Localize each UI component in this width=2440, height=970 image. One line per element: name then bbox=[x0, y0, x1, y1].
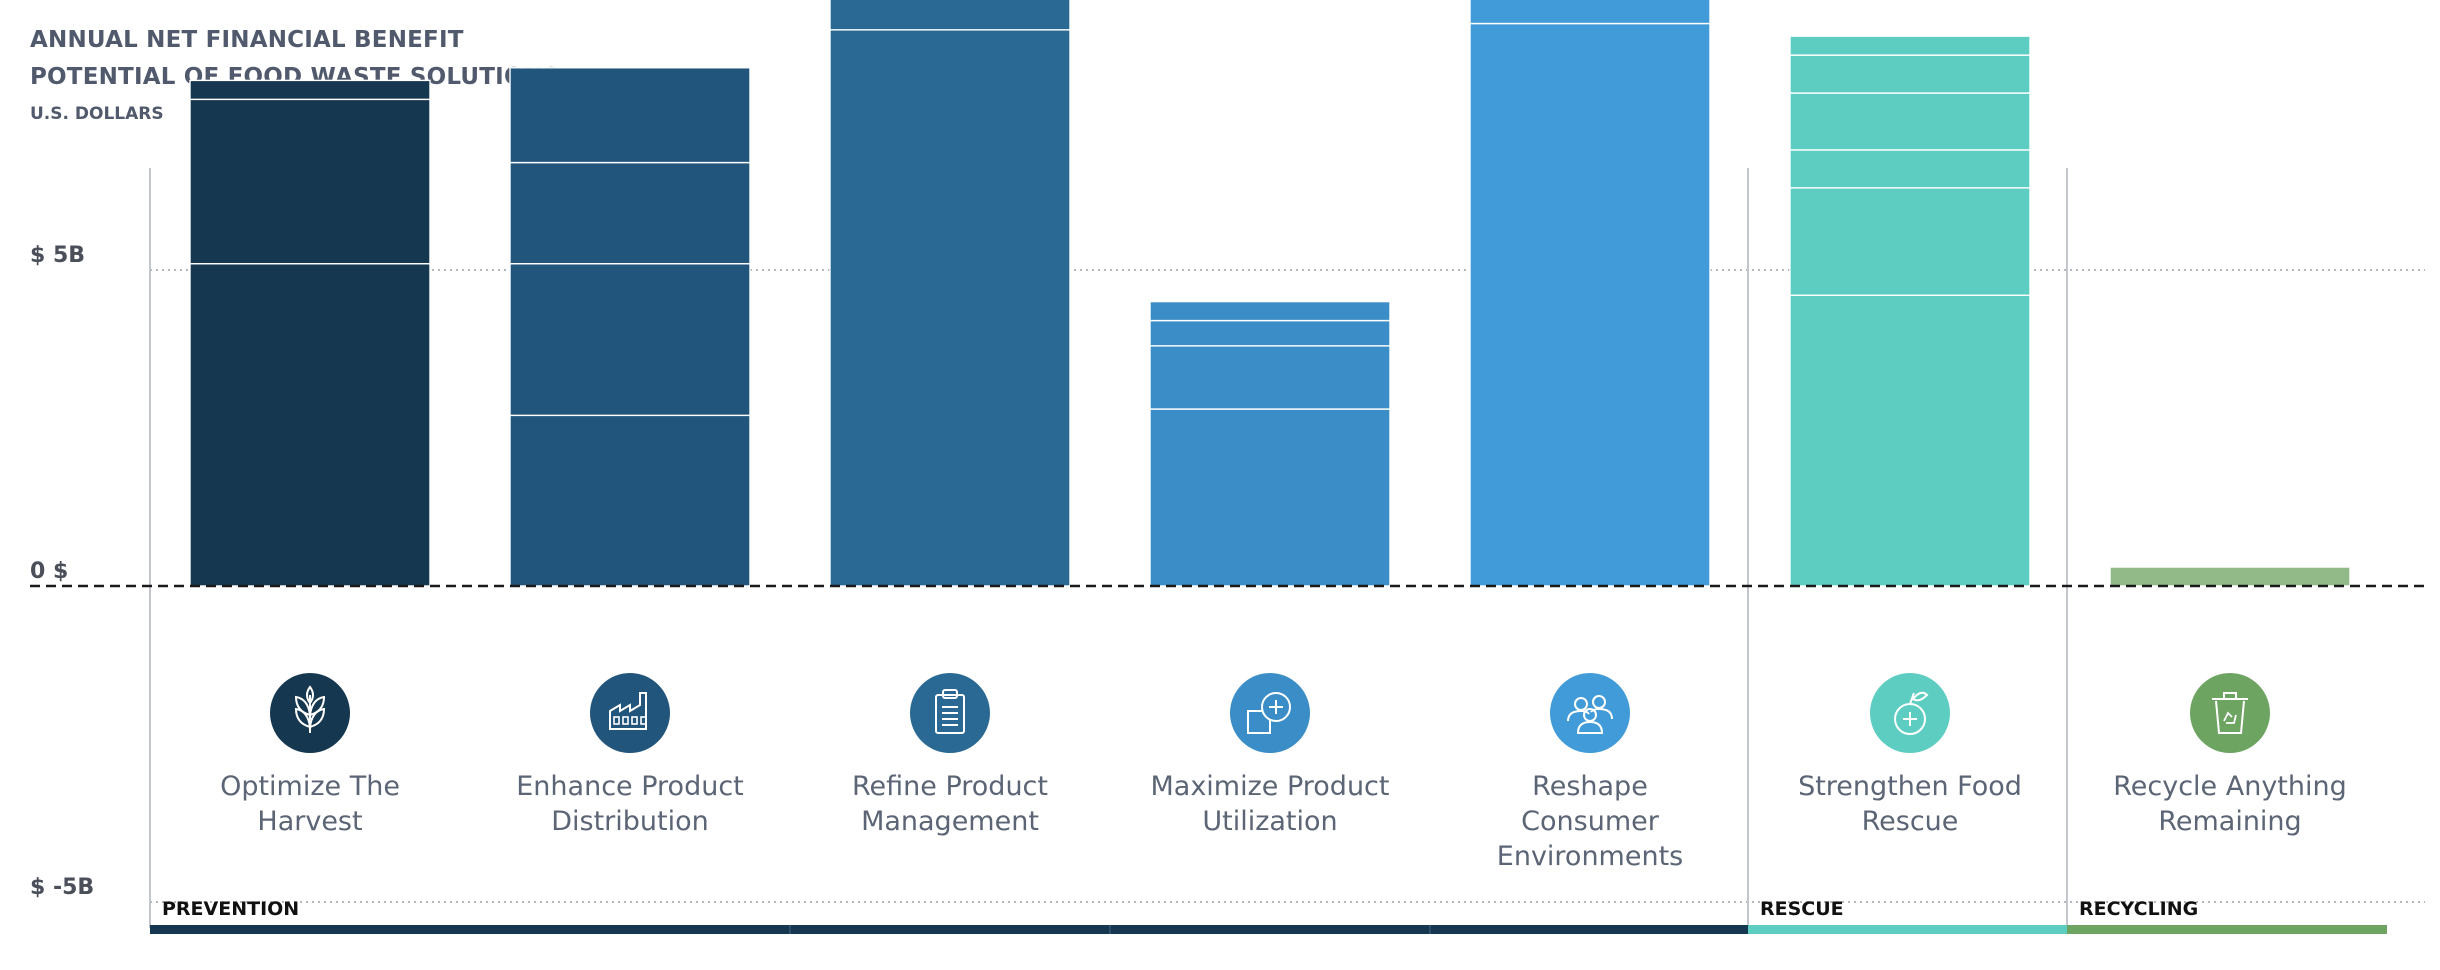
category-label: Recycle Anything Remaining bbox=[2113, 771, 2347, 837]
wheat-icon bbox=[270, 673, 350, 753]
bar-segment bbox=[189, 98, 431, 265]
bar-7 bbox=[2109, 566, 2351, 587]
category-label: Enhance Product Distribution bbox=[516, 771, 744, 837]
bar-segment bbox=[509, 161, 751, 265]
bar-segment bbox=[1789, 35, 2031, 56]
group-label: RESCUE bbox=[1760, 898, 1844, 920]
bar-3 bbox=[829, 0, 1071, 587]
category-label: Refine Product Management bbox=[852, 771, 1048, 837]
bar-segment bbox=[1789, 149, 2031, 189]
bar-segment bbox=[1789, 187, 2031, 296]
group-label: PREVENTION bbox=[162, 898, 299, 920]
bar-segment bbox=[2109, 566, 2351, 587]
bar-2 bbox=[509, 67, 751, 587]
bar-4 bbox=[1149, 300, 1391, 587]
group-bar bbox=[1748, 925, 2067, 934]
bar-segment bbox=[1789, 294, 2031, 587]
category-label: Strengthen Food Rescue bbox=[1798, 771, 2022, 837]
bar-segment bbox=[1469, 22, 1711, 587]
recycle-bin-icon bbox=[2190, 673, 2270, 753]
bar-segment bbox=[509, 414, 751, 587]
group-bar bbox=[2067, 925, 2387, 934]
category-label: Maximize Product Utilization bbox=[1150, 771, 1389, 837]
bar-segment bbox=[1149, 345, 1391, 410]
y-tick-label: $ -5B bbox=[30, 875, 94, 900]
category-label: Reshape Consumer Environments bbox=[1497, 771, 1683, 872]
bar-segment bbox=[829, 29, 1071, 587]
bar-5 bbox=[1469, 0, 1711, 587]
bar-segment bbox=[1469, 0, 1711, 25]
bar-6 bbox=[1789, 35, 2031, 587]
bar-segment bbox=[1149, 408, 1391, 587]
bar-segment bbox=[1789, 92, 2031, 151]
group-label: RECYCLING bbox=[2079, 898, 2198, 920]
bar-segment bbox=[509, 262, 751, 417]
chart-header: ANNUAL NET FINANCIAL BENEFIT POTENTIAL O… bbox=[30, 22, 560, 124]
bar-segment bbox=[509, 67, 751, 164]
bar-1 bbox=[189, 79, 431, 587]
chart-subtitle: U.S. DOLLARS bbox=[30, 104, 164, 124]
factory-icon bbox=[590, 673, 670, 753]
y-tick-label: $ 5B bbox=[30, 243, 85, 268]
bar-segment bbox=[189, 262, 431, 587]
y-tick-label: 0 $ bbox=[30, 559, 68, 584]
people-icon bbox=[1550, 673, 1630, 753]
category-label: Optimize The Harvest bbox=[220, 771, 400, 837]
bar-segment bbox=[1149, 300, 1391, 322]
bar-segment bbox=[1149, 319, 1391, 347]
bar-segment bbox=[829, 0, 1071, 31]
bar-segment bbox=[1789, 54, 2031, 94]
apple-icon bbox=[1870, 673, 1950, 753]
group-bar bbox=[150, 925, 1748, 934]
bar-segment bbox=[189, 79, 431, 101]
clipboard-icon bbox=[910, 673, 990, 753]
add-shapes-icon bbox=[1230, 673, 1310, 753]
chart-title-line-1: ANNUAL NET FINANCIAL BENEFIT bbox=[30, 27, 464, 53]
